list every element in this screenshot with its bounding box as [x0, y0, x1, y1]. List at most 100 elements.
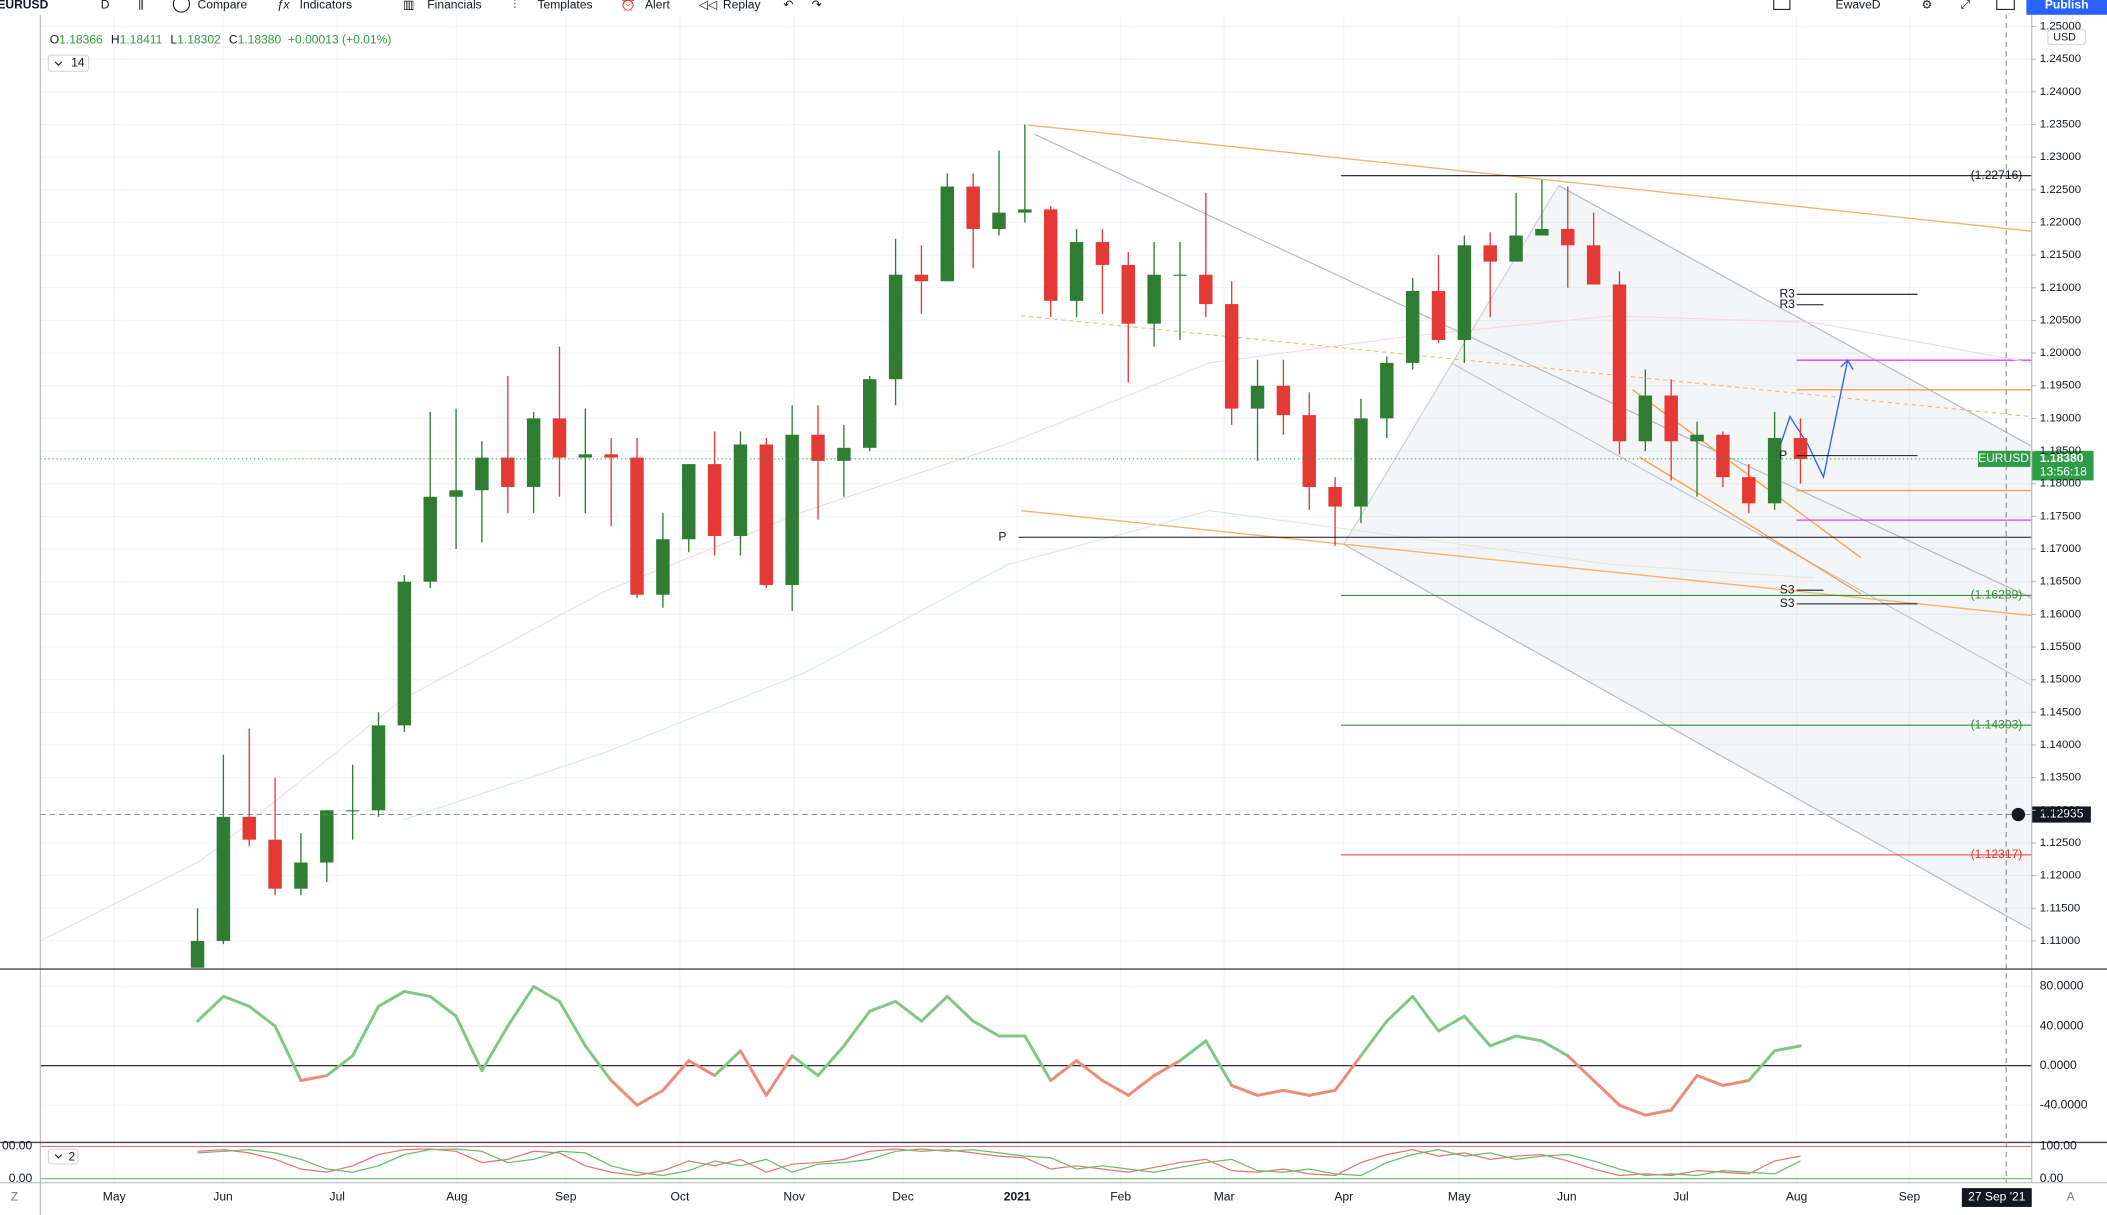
time-label: Jul	[1673, 1190, 1688, 1204]
osc-segment	[738, 1049, 768, 1097]
time-label: Sep	[555, 1190, 577, 1204]
price-tick-label: 1.24000	[2040, 86, 2081, 98]
trend-line	[1343, 543, 2032, 931]
candle-body	[914, 274, 929, 282]
toolbar-button[interactable]: Compare	[198, 0, 248, 12]
redo-icon[interactable]: ↷	[812, 0, 822, 12]
timezone-toggle[interactable]: Z	[11, 1190, 18, 1204]
osc-segment	[609, 1079, 639, 1107]
osc-segment	[196, 994, 225, 1023]
candle-body	[1121, 264, 1135, 324]
chevron	[54, 1154, 63, 1159]
trend-line	[1558, 185, 2032, 447]
layout-icon[interactable]	[1773, 0, 1791, 10]
bar-style-icon[interactable]: ⫼	[138, 0, 144, 12]
candle-body	[1380, 362, 1394, 419]
candle-body	[1638, 395, 1653, 442]
publish-label[interactable]: Publish	[2045, 0, 2089, 12]
stoch-line	[197, 1148, 1801, 1177]
candle-body	[268, 839, 282, 889]
candle-body	[1716, 434, 1730, 478]
toolbar-button[interactable]: Indicators	[300, 0, 352, 12]
osc-segment	[1256, 1088, 1285, 1097]
symbol[interactable]: EURUSD	[0, 0, 49, 12]
price-tick-label: 1.12000	[2040, 870, 2081, 882]
crosshair-price-tag	[2031, 806, 2091, 823]
toolbar-button[interactable]: Alert	[645, 0, 670, 12]
stoch-line	[197, 1148, 1801, 1177]
ohlc-key: C	[229, 33, 238, 47]
candle-body	[345, 810, 360, 812]
crosshair-price-label: 1.12935	[2040, 807, 2084, 821]
candle-body	[1767, 437, 1782, 504]
price-tick-label: 1.22000	[2040, 216, 2081, 228]
osc-segment	[1437, 1014, 1466, 1033]
price-tick-label: 1.22500	[2040, 184, 2081, 196]
price-tick-label: 1.24500	[2040, 53, 2081, 65]
symbol-tag	[1978, 450, 2031, 467]
undo-icon[interactable]: ↶	[783, 0, 793, 12]
osc-segment	[1592, 1079, 1621, 1107]
osc-segment	[273, 1024, 303, 1082]
candle-body	[682, 464, 696, 540]
time-label: Apr	[1334, 1190, 1353, 1204]
osc-segment	[971, 1019, 1001, 1038]
candle-body	[1224, 304, 1239, 409]
osc-segment	[1152, 1059, 1182, 1078]
candle-body	[1354, 418, 1368, 507]
osc-segment	[532, 985, 561, 1003]
osc-segment	[1773, 1044, 1802, 1053]
indicator-input-box[interactable]	[47, 54, 90, 72]
interval[interactable]: D	[101, 0, 110, 12]
candle-body	[216, 816, 231, 941]
currency[interactable]: USD	[2053, 31, 2076, 43]
price-tick-label: 1.20500	[2040, 314, 2081, 326]
indicators-icon: ƒx	[277, 0, 291, 12]
toolbar-button[interactable]: Templates	[537, 0, 592, 12]
osc-segment	[1049, 1059, 1079, 1082]
grid	[40, 13, 2032, 1183]
osc-segment	[1488, 1034, 1518, 1048]
osc-segment	[1411, 994, 1440, 1033]
time-label: Aug	[1786, 1190, 1807, 1204]
candle-body	[785, 434, 799, 585]
candle-body	[707, 464, 722, 536]
osc-segment	[247, 1004, 277, 1028]
layout-name[interactable]: EwaveD	[1836, 0, 1881, 12]
candle-body	[1302, 415, 1316, 487]
ohlc-key: O	[50, 33, 59, 47]
osc-segment	[1566, 1054, 1596, 1082]
toolbar-button[interactable]: Replay	[723, 0, 762, 12]
price-tick-label: 1.13500	[2040, 772, 2081, 784]
fullscreen-icon[interactable]: ⤢	[1960, 0, 1971, 12]
snapshot-icon[interactable]	[1996, 0, 2015, 10]
settings-icon[interactable]: ⚙	[1922, 0, 1933, 12]
candle-body	[1431, 291, 1446, 341]
osc-segment	[713, 1049, 742, 1078]
publish-button[interactable]	[2026, 0, 2107, 15]
countdown: 13:56:18	[2040, 465, 2087, 479]
auto-scale-toggle[interactable]: A	[2067, 1190, 2076, 1204]
candle-body	[1742, 477, 1756, 504]
candle-body	[320, 810, 334, 863]
price-tick-label: 1.21500	[2040, 249, 2081, 261]
currency-box[interactable]	[2047, 29, 2087, 45]
osc-segment	[558, 999, 587, 1048]
toolbar-button[interactable]: Financials	[427, 0, 481, 12]
candle-body	[294, 862, 308, 889]
osc-segment	[1333, 1054, 1363, 1092]
osc-segment	[1695, 1074, 1725, 1087]
time-label: May	[103, 1190, 127, 1204]
osc-segment	[687, 1059, 717, 1078]
osc-segment	[919, 994, 949, 1023]
stoch-input-box[interactable]	[47, 1148, 79, 1165]
osc-segment	[428, 994, 458, 1018]
osc-segment	[1075, 1059, 1104, 1082]
price-tick-label: 1.23500	[2040, 118, 2081, 130]
alert-icon: ⏰	[621, 0, 636, 12]
candle-body	[888, 274, 903, 380]
candle-body	[1457, 245, 1472, 341]
candle-body	[1483, 245, 1497, 262]
time-label: Feb	[1110, 1190, 1131, 1204]
candle-body	[423, 496, 437, 582]
